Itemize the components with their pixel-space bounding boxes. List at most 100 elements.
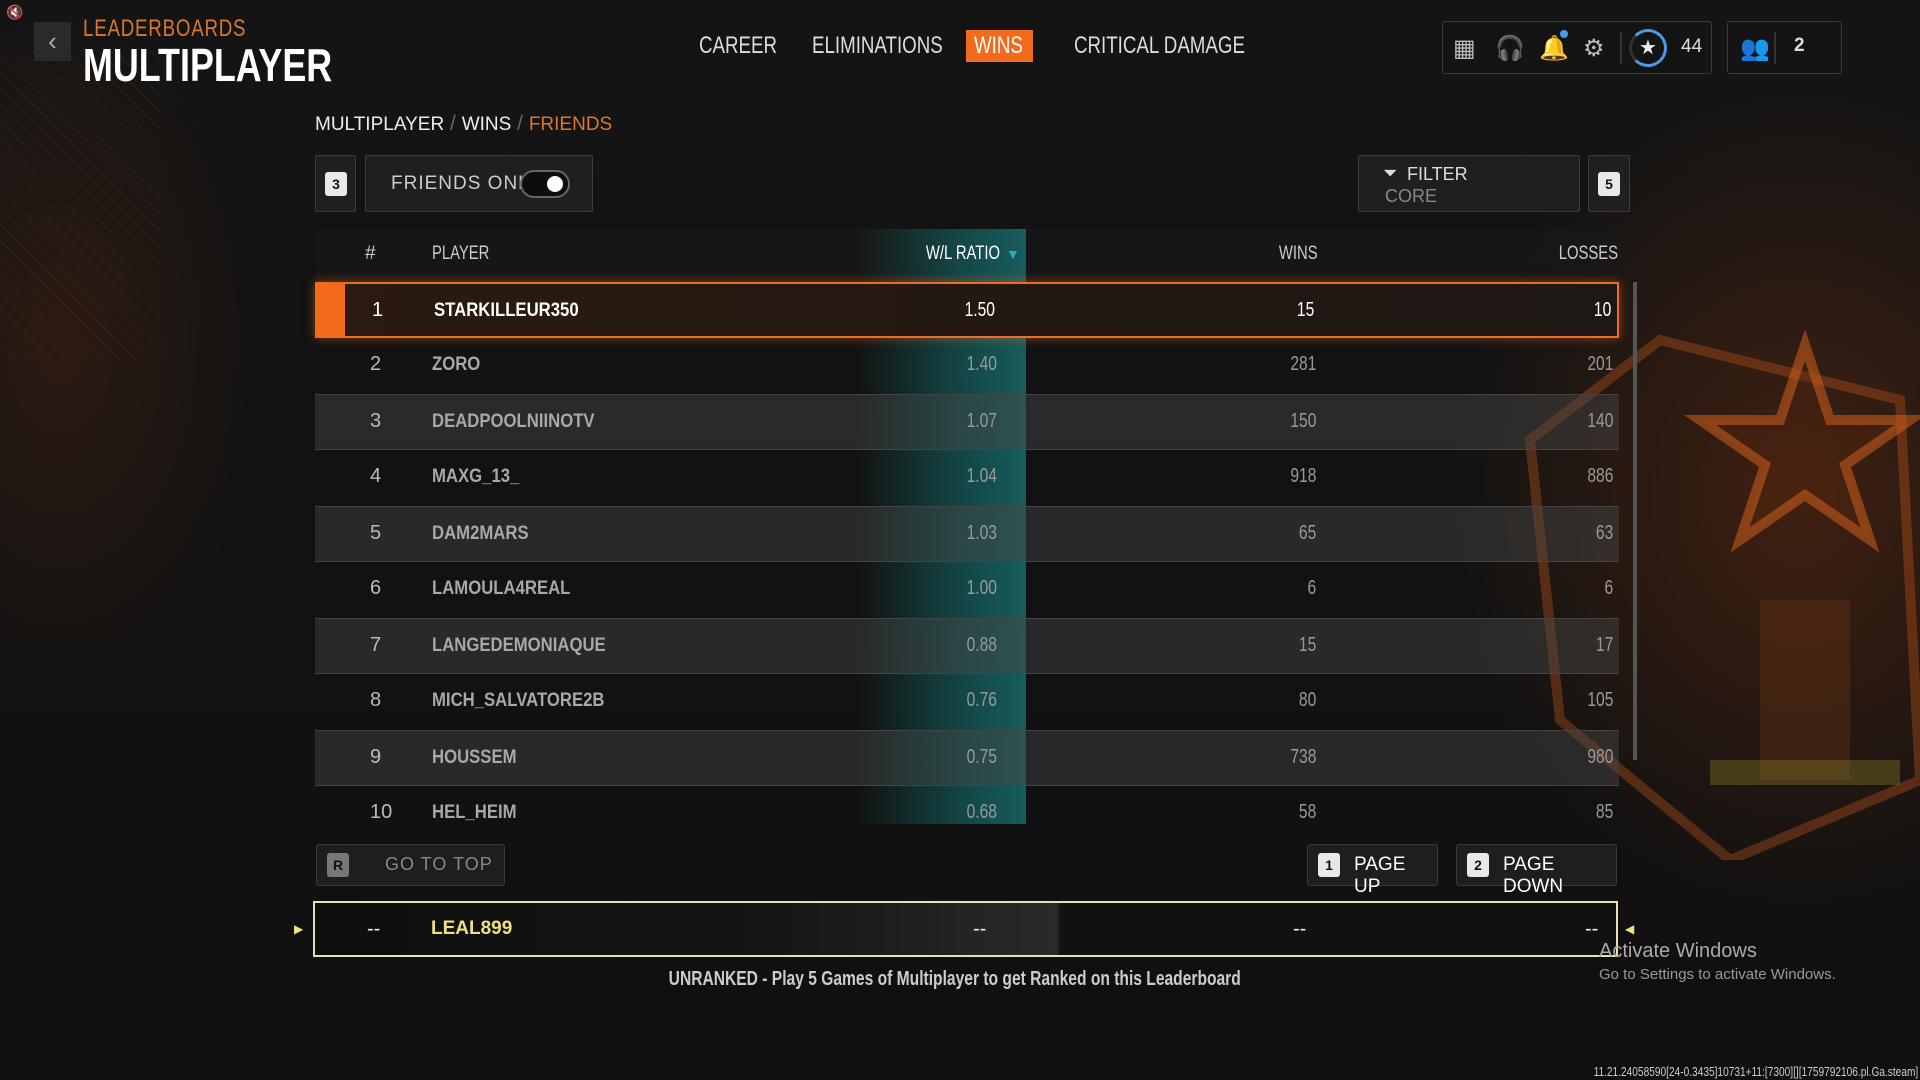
player-name: MICH_SALVATORE2B bbox=[432, 690, 605, 711]
table-row[interactable]: 10 HEL_HEIM 0.68 58 85 bbox=[315, 786, 1619, 828]
wins: 15 bbox=[1296, 299, 1314, 321]
table-row[interactable]: 1 STARKILLEUR350 1.50 15 10 bbox=[315, 282, 1619, 338]
player-level: 44 bbox=[1681, 36, 1703, 57]
top-icons-bar: ▦ 🎧 🔔 ⚙ ★ 44 bbox=[1442, 21, 1712, 74]
table-row[interactable]: 4 MAXG_13_ 1.04 918 886 bbox=[315, 450, 1619, 506]
gear-icon[interactable]: ⚙ bbox=[1583, 35, 1605, 62]
player-name: MAXG_13_ bbox=[432, 466, 520, 487]
col-wl-ratio[interactable]: W/L RATIO bbox=[925, 243, 1000, 264]
party-icon: 👥 bbox=[1740, 35, 1770, 62]
own-row-left-marker-icon: ▶ bbox=[294, 922, 304, 936]
rank: 5 bbox=[370, 522, 382, 544]
activate-windows-title: Activate Windows bbox=[1599, 940, 1757, 962]
tab-critical-damage[interactable]: CRITICAL DAMAGE bbox=[1074, 32, 1245, 59]
page-down-button[interactable]: 2 PAGE DOWN bbox=[1456, 844, 1617, 897]
player-name: ZORO bbox=[432, 354, 481, 375]
divider bbox=[1774, 32, 1776, 64]
player-name: HEL_HEIM bbox=[432, 802, 517, 823]
wins: 80 bbox=[1298, 689, 1316, 711]
player-name: DAM2MARS bbox=[432, 523, 529, 544]
toggle-switch[interactable] bbox=[520, 170, 570, 198]
bell-icon[interactable]: 🔔 bbox=[1539, 35, 1569, 62]
player-name: STARKILLEUR350 bbox=[434, 300, 579, 321]
breadcrumb-friends: FRIENDS bbox=[528, 114, 613, 135]
wl-ratio: 1.40 bbox=[966, 353, 997, 375]
page-supertitle: LEADERBOARDS bbox=[83, 15, 247, 42]
rank: 3 bbox=[370, 410, 382, 432]
key-hint: 2 bbox=[1467, 853, 1489, 877]
wins: 6 bbox=[1307, 577, 1316, 599]
rank: 6 bbox=[370, 577, 382, 599]
party-count: 2 bbox=[1794, 35, 1805, 56]
friends-only-label: FRIENDS ONLY bbox=[391, 173, 543, 194]
page-up-label: PAGE UP bbox=[1354, 854, 1406, 897]
wins: 15 bbox=[1298, 634, 1316, 656]
headset-chat-icon[interactable]: 🎧 bbox=[1495, 35, 1525, 62]
filter-button[interactable]: ⏷ FILTER CORE bbox=[1358, 155, 1580, 212]
rank: 9 bbox=[370, 746, 382, 768]
rank: 10 bbox=[370, 801, 393, 823]
col-player[interactable]: PLAYER bbox=[432, 243, 490, 264]
own-player-name: LEAL899 bbox=[431, 918, 513, 939]
losses: 63 bbox=[1595, 522, 1613, 544]
friends-only-toggle[interactable]: FRIENDS ONLY bbox=[365, 155, 593, 212]
rank: 4 bbox=[370, 465, 382, 487]
losses: 85 bbox=[1595, 801, 1613, 823]
table-row[interactable]: 2 ZORO 1.40 281 201 bbox=[315, 338, 1619, 394]
page-up-button[interactable]: 1 PAGE UP bbox=[1307, 844, 1438, 897]
wins: 281 bbox=[1289, 353, 1316, 375]
back-button[interactable]: ‹ bbox=[34, 22, 71, 61]
wl-ratio: 1.00 bbox=[966, 577, 997, 599]
key-hint: R bbox=[327, 853, 349, 877]
table-row[interactable]: 7 LANGEDEMONIAQUE 0.88 15 17 bbox=[315, 618, 1619, 674]
scrollbar[interactable] bbox=[1633, 282, 1637, 760]
grid-menu-icon[interactable]: ▦ bbox=[1453, 35, 1476, 62]
rank: 7 bbox=[370, 634, 382, 656]
table-row[interactable]: 3 DEADPOOLNIINOTV 1.07 150 140 bbox=[315, 394, 1619, 450]
party-box[interactable]: 👥 2 bbox=[1727, 21, 1842, 74]
rank-star-icon[interactable]: ★ bbox=[1629, 29, 1667, 67]
losses: 6 bbox=[1604, 577, 1613, 599]
breadcrumb: MULTIPLAYER / WINS / FRIENDS bbox=[315, 112, 613, 135]
tab-career[interactable]: CAREER bbox=[699, 32, 778, 59]
table-row[interactable]: 6 LAMOULA4REAL 1.00 6 6 bbox=[315, 562, 1619, 618]
tab-wins[interactable]: WINS bbox=[966, 30, 1033, 62]
own-player-row[interactable]: -- LEAL899 -- -- -- bbox=[313, 901, 1618, 957]
rank: 8 bbox=[370, 689, 382, 711]
losses: 140 bbox=[1586, 410, 1613, 432]
table-row[interactable]: 8 MICH_SALVATORE2B 0.76 80 105 bbox=[315, 674, 1619, 730]
mute-icon[interactable]: 🔇 bbox=[6, 4, 24, 20]
wl-ratio: 1.50 bbox=[964, 299, 995, 321]
own-rank: -- bbox=[367, 918, 381, 940]
own-wins: -- bbox=[1293, 918, 1307, 940]
filter-key-hint: 5 bbox=[1588, 155, 1630, 212]
losses: 980 bbox=[1586, 746, 1613, 768]
wl-ratio: 1.07 bbox=[966, 410, 997, 432]
page-title: MULTIPLAYER bbox=[83, 39, 333, 91]
page-down-label: PAGE DOWN bbox=[1503, 854, 1564, 897]
friends-key-hint: 3 bbox=[315, 155, 356, 212]
wins: 738 bbox=[1289, 746, 1316, 768]
player-name: DEADPOOLNIINOTV bbox=[432, 411, 595, 432]
activate-windows-subtitle: Go to Settings to activate Windows. bbox=[1599, 966, 1836, 983]
wl-ratio: 1.04 bbox=[966, 465, 997, 487]
unranked-message: UNRANKED - Play 5 Games of Multiplayer t… bbox=[668, 968, 1242, 990]
background-hatch bbox=[0, 50, 160, 360]
tab-eliminations[interactable]: ELIMINATIONS bbox=[812, 32, 943, 59]
losses: 201 bbox=[1586, 353, 1613, 375]
highlight-bar bbox=[317, 284, 345, 336]
go-to-top-label: GO TO TOP bbox=[385, 854, 493, 874]
go-to-top-button[interactable]: R GO TO TOP bbox=[316, 844, 505, 886]
wl-ratio: 0.75 bbox=[966, 746, 997, 768]
table-row[interactable]: 5 DAM2MARS 1.03 65 63 bbox=[315, 506, 1619, 562]
table-row[interactable]: 9 HOUSSEM 0.75 738 980 bbox=[315, 730, 1619, 786]
col-losses[interactable]: LOSSES bbox=[1558, 243, 1618, 264]
key-hint: 1 bbox=[1318, 853, 1340, 877]
col-wins[interactable]: WINS bbox=[1279, 243, 1318, 264]
wins: 150 bbox=[1289, 410, 1316, 432]
own-row-right-marker-icon: ◀ bbox=[1625, 922, 1635, 936]
wins: 65 bbox=[1298, 522, 1316, 544]
breadcrumb-wins[interactable]: WINS bbox=[461, 114, 512, 135]
rank: 2 bbox=[370, 353, 382, 375]
breadcrumb-multiplayer[interactable]: MULTIPLAYER bbox=[315, 114, 445, 135]
